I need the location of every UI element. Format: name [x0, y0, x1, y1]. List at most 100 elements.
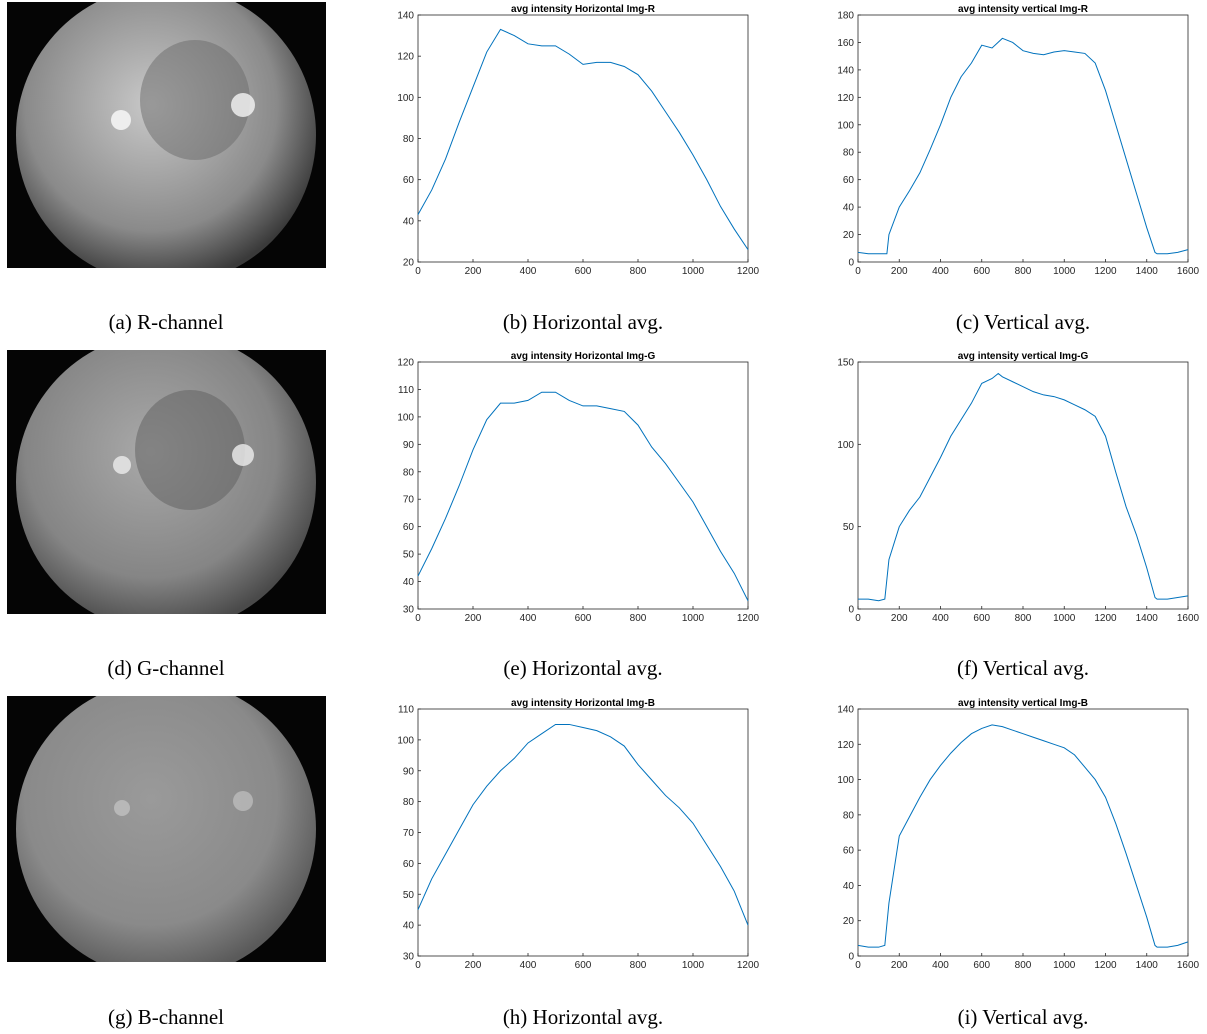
x-tick-label: 200	[891, 960, 908, 971]
x-tick-label: 1000	[682, 960, 705, 971]
x-tick-label: 200	[465, 266, 482, 277]
y-tick-label: 120	[397, 358, 414, 369]
y-tick-label: 80	[403, 467, 415, 478]
y-tick-label: 120	[837, 93, 854, 104]
x-tick-label: 1200	[737, 613, 760, 624]
x-tick-label: 600	[973, 960, 990, 971]
x-tick-label: 1200	[1094, 960, 1117, 971]
chart-title: avg intensity vertical Img-G	[958, 351, 1089, 362]
y-tick-label: 110	[398, 385, 414, 396]
data-line	[857, 37, 1189, 255]
x-tick-label: 400	[932, 266, 949, 277]
y-tick-label: 40	[843, 881, 855, 892]
y-tick-label: 120	[397, 52, 414, 63]
x-tick-label: 1000	[682, 613, 705, 624]
x-tick-label: 0	[415, 960, 421, 971]
chart-title: avg intensity Horizontal Img-R	[511, 4, 656, 15]
x-tick-label: 1200	[737, 960, 760, 971]
plot-area	[857, 361, 1189, 610]
x-tick-label: 800	[1015, 266, 1032, 277]
x-tick-label: 200	[465, 613, 482, 624]
y-tick-label: 90	[403, 440, 415, 451]
caption: (d) G-channel	[107, 656, 224, 680]
x-tick-label: 1600	[1177, 613, 1200, 624]
y-tick-label: 100	[397, 412, 414, 423]
x-tick-label: 1000	[1053, 960, 1076, 971]
caption: (g) B-channel	[108, 1005, 224, 1029]
y-tick-label: 140	[837, 65, 854, 76]
x-tick-label: 600	[973, 266, 990, 277]
x-tick-label: 1000	[682, 266, 705, 277]
data-line	[417, 391, 749, 601]
y-tick-label: 60	[403, 175, 415, 186]
y-tick-label: 40	[403, 577, 415, 588]
x-tick-label: 400	[932, 613, 949, 624]
caption: (b) Horizontal avg.	[503, 310, 663, 334]
y-tick-label: 140	[397, 11, 414, 22]
y-tick-label: 150	[837, 358, 854, 369]
y-tick-label: 30	[403, 952, 415, 963]
x-tick-label: 1400	[1136, 613, 1159, 624]
caption: (f) Vertical avg.	[957, 656, 1089, 680]
x-tick-label: 1200	[1094, 266, 1117, 277]
data-line	[417, 723, 749, 926]
y-tick-label: 140	[837, 705, 854, 716]
x-tick-label: 1200	[1094, 613, 1117, 624]
x-tick-label: 600	[575, 960, 592, 971]
y-tick-label: 80	[843, 810, 855, 821]
x-tick-label: 400	[520, 613, 537, 624]
x-tick-label: 800	[630, 266, 647, 277]
caption: (c) Vertical avg.	[956, 310, 1090, 334]
y-tick-label: 120	[837, 740, 854, 751]
y-tick-label: 30	[403, 605, 415, 616]
x-tick-label: 0	[415, 613, 421, 624]
y-tick-label: 50	[403, 550, 415, 561]
x-tick-label: 200	[465, 960, 482, 971]
data-line	[417, 28, 749, 250]
y-tick-label: 90	[403, 766, 415, 777]
chart-title: avg intensity Horizontal Img-B	[511, 698, 655, 709]
plot-area	[857, 708, 1189, 957]
y-tick-label: 0	[848, 605, 854, 616]
y-tick-label: 20	[403, 258, 415, 269]
y-tick-label: 20	[843, 230, 855, 241]
x-tick-label: 800	[1015, 960, 1032, 971]
y-tick-label: 0	[848, 258, 854, 269]
x-tick-label: 800	[1015, 613, 1032, 624]
x-tick-label: 400	[520, 960, 537, 971]
x-tick-label: 1600	[1177, 960, 1200, 971]
fundus-image	[7, 2, 326, 268]
y-tick-label: 60	[403, 859, 415, 870]
plot-area	[417, 708, 749, 957]
y-tick-label: 110	[398, 705, 414, 716]
y-tick-label: 70	[403, 828, 415, 839]
y-tick-label: 60	[403, 522, 415, 533]
y-tick-label: 40	[403, 921, 415, 932]
x-tick-label: 800	[630, 960, 647, 971]
x-tick-label: 200	[891, 613, 908, 624]
x-tick-label: 0	[855, 266, 861, 277]
y-tick-label: 50	[403, 890, 415, 901]
x-tick-label: 600	[575, 613, 592, 624]
x-tick-label: 0	[415, 266, 421, 277]
y-tick-label: 80	[403, 797, 415, 808]
y-tick-label: 70	[403, 495, 415, 506]
data-line	[858, 372, 1189, 602]
x-tick-label: 1400	[1136, 266, 1159, 277]
y-tick-label: 100	[397, 93, 414, 104]
y-tick-label: 60	[843, 846, 855, 857]
x-tick-label: 800	[630, 613, 647, 624]
plot-area	[857, 14, 1189, 263]
x-tick-label: 0	[855, 960, 861, 971]
y-tick-label: 40	[843, 203, 855, 214]
chart-title: avg intensity vertical Img-R	[958, 4, 1089, 15]
y-tick-label: 100	[837, 120, 854, 131]
y-tick-label: 40	[403, 216, 415, 227]
x-tick-label: 1000	[1053, 266, 1076, 277]
x-tick-label: 400	[932, 960, 949, 971]
y-tick-label: 50	[843, 522, 855, 533]
caption: (e) Horizontal avg.	[503, 656, 662, 680]
x-tick-label: 0	[855, 613, 861, 624]
y-tick-label: 80	[403, 134, 415, 145]
